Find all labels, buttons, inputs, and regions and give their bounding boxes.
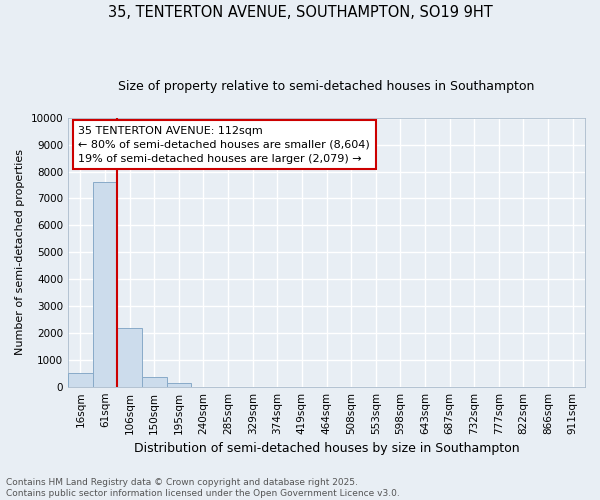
X-axis label: Distribution of semi-detached houses by size in Southampton: Distribution of semi-detached houses by … (134, 442, 520, 455)
Bar (92, 182, 117, 386)
Bar (142, 376, 167, 386)
Bar (68, 373, 92, 386)
Text: 35 TENTERTON AVENUE: 112sqm
← 80% of semi-detached houses are smaller (8,604)
19: 35 TENTERTON AVENUE: 112sqm ← 80% of sem… (79, 126, 370, 164)
Bar (117, 328, 142, 386)
Title: Size of property relative to semi-detached houses in Southampton: Size of property relative to semi-detach… (118, 80, 535, 93)
Text: Contains HM Land Registry data © Crown copyright and database right 2025.
Contai: Contains HM Land Registry data © Crown c… (6, 478, 400, 498)
Bar (167, 383, 191, 386)
Y-axis label: Number of semi-detached properties: Number of semi-detached properties (15, 149, 25, 355)
Text: 35, TENTERTON AVENUE, SOUTHAMPTON, SO19 9HT: 35, TENTERTON AVENUE, SOUTHAMPTON, SO19 … (107, 5, 493, 20)
